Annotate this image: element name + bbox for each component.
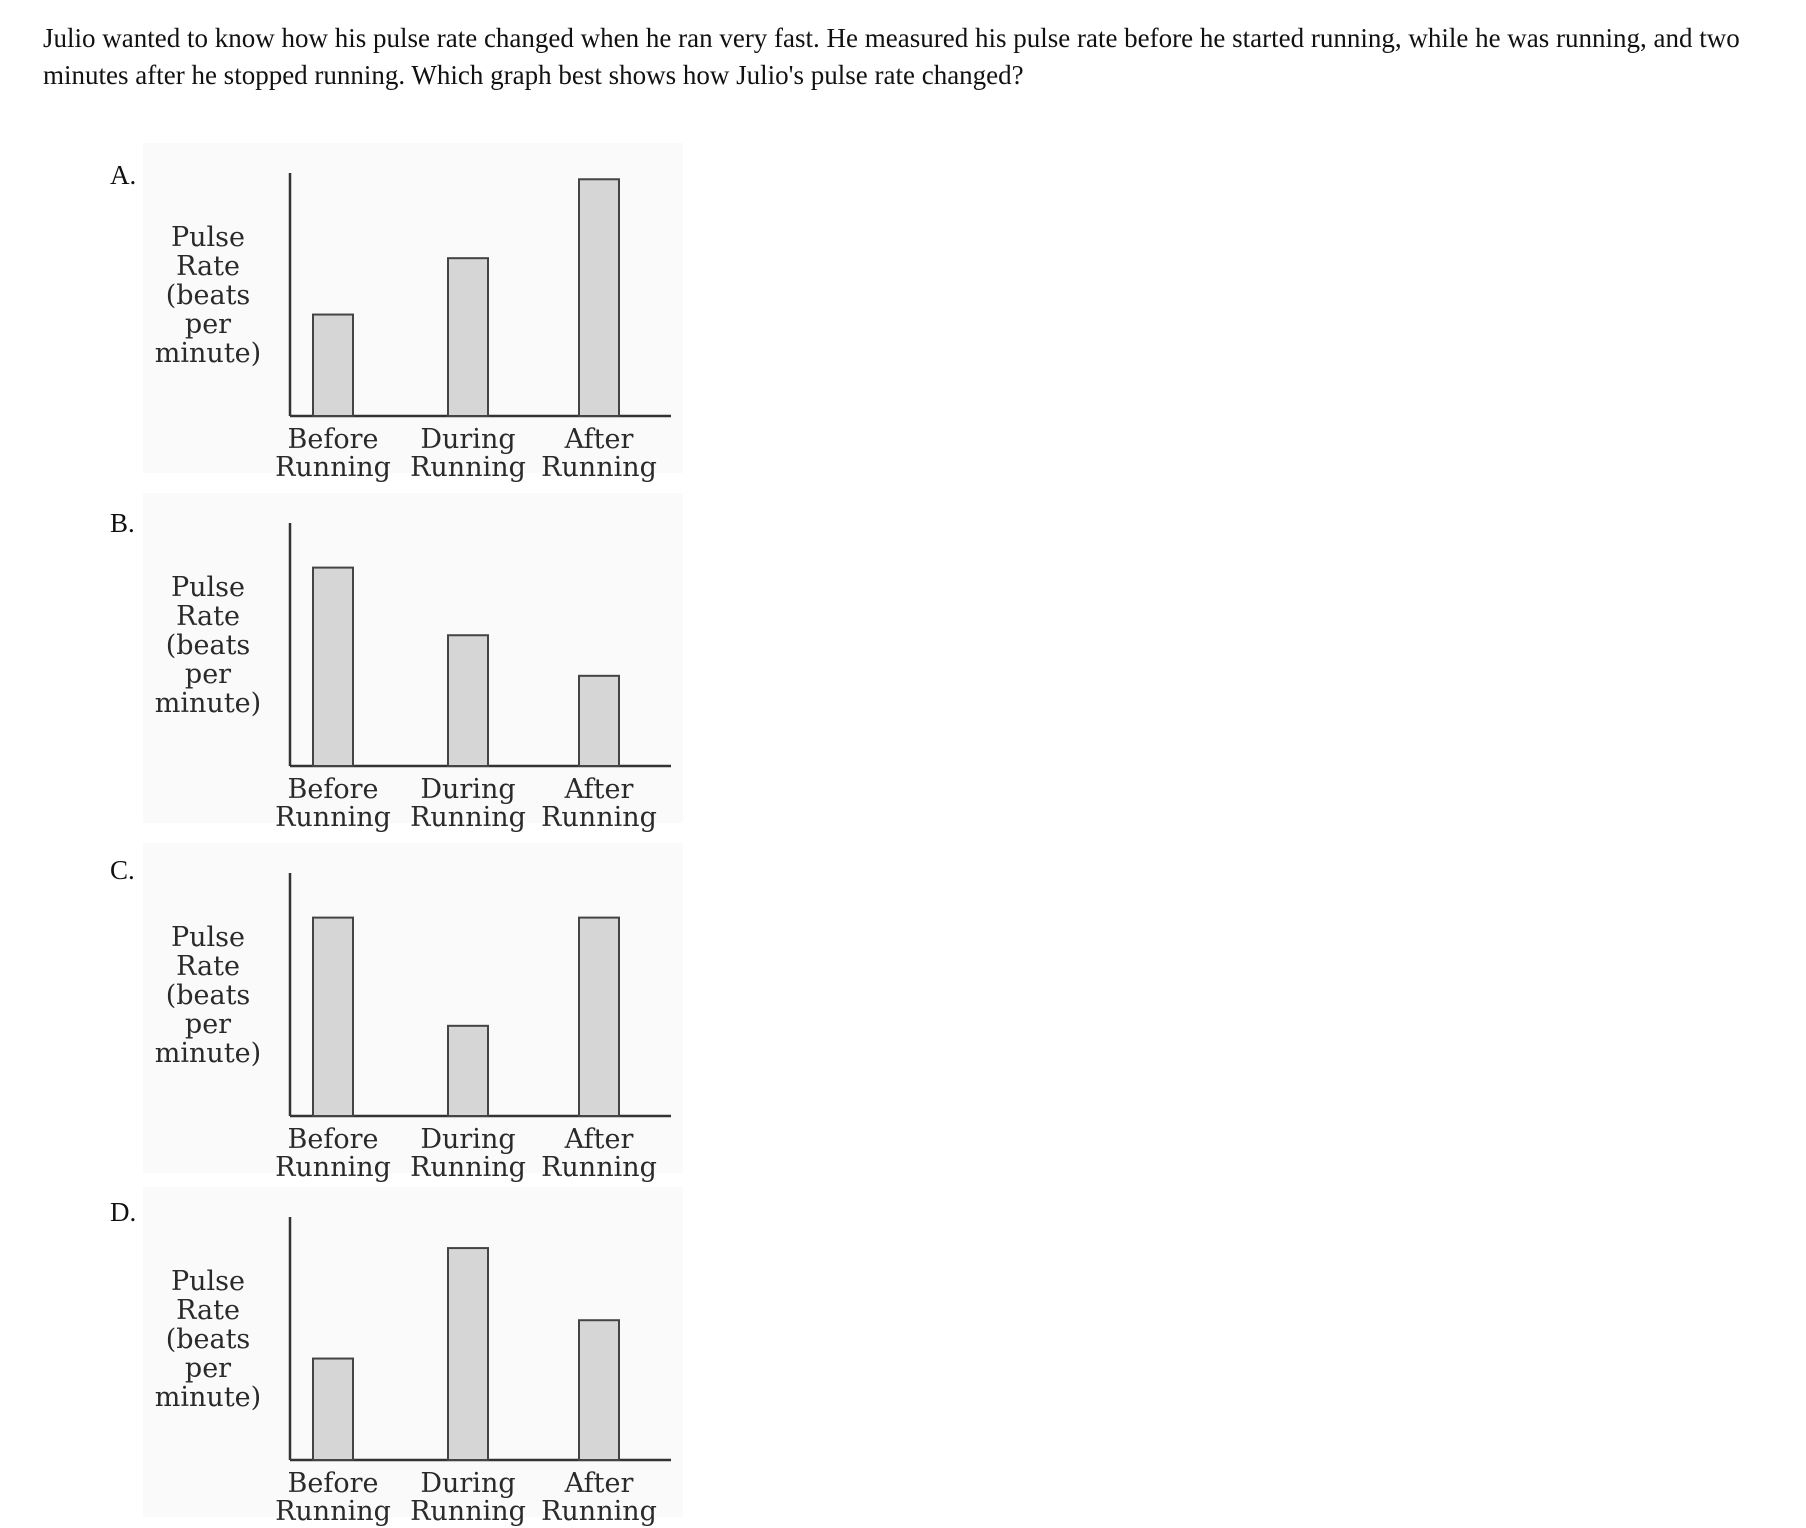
y-axis-label-line: Pulse (170, 1266, 246, 1297)
bar (578, 1319, 620, 1461)
bar (312, 916, 354, 1117)
y-axis-label-line: per (184, 1353, 232, 1384)
bar (578, 178, 620, 418)
x-tick-label: Before Running (263, 426, 403, 482)
x-tick-label: During Running (398, 1470, 538, 1526)
bar (447, 1247, 489, 1462)
x-tick-label-line: Running (275, 1152, 391, 1183)
x-tick-label: During Running (398, 426, 538, 482)
bar (578, 916, 620, 1117)
y-axis-label-line: per (184, 1009, 232, 1040)
x-tick-label-line: Before (287, 1468, 379, 1499)
x-tick-label-line: Running (541, 802, 657, 833)
x-tick-label-line: After (564, 774, 634, 805)
x-tick-label: After Running (529, 1126, 669, 1182)
x-tick-label-line: Before (287, 424, 379, 455)
x-tick-label-line: Running (410, 1152, 526, 1183)
y-axis-label-line: (beats (165, 630, 251, 661)
y-axis-label-line: minute) (154, 338, 262, 369)
y-axis-label-line: (beats (165, 280, 251, 311)
y-axis-label-line: Rate (176, 251, 240, 282)
x-tick-label-line: Running (541, 452, 657, 483)
bar-chart: Pulse Rate (beats per minute) Before Running Du… (143, 1187, 683, 1526)
bar-chart: Pulse Rate (beats per minute) Before Running Du… (143, 143, 683, 482)
x-tick-label-line: After (564, 1124, 634, 1155)
bar (447, 257, 489, 417)
y-axis-label-line: Pulse (170, 222, 246, 253)
x-tick-label-line: During (420, 424, 516, 455)
y-axis-label-line: Rate (176, 601, 240, 632)
y-axis-label-line: (beats (165, 1324, 251, 1355)
x-tick-label-line: After (564, 424, 634, 455)
x-tick-label: After Running (529, 776, 669, 832)
x-tick-label-line: Running (410, 1496, 526, 1527)
y-axis-label-line: per (184, 309, 232, 340)
x-tick-label-line: Running (410, 452, 526, 483)
x-tick-label: Before Running (263, 1470, 403, 1526)
y-axis-label-line: (beats (165, 980, 251, 1011)
y-axis-label-line: Rate (176, 1295, 240, 1326)
y-axis-label: Pulse Rate (beats per minute) (143, 573, 273, 718)
y-axis-label: Pulse Rate (beats per minute) (143, 1267, 273, 1412)
x-tick-label-line: Running (410, 802, 526, 833)
x-tick-label: After Running (529, 426, 669, 482)
y-axis-label: Pulse Rate (beats per minute) (143, 923, 273, 1068)
chart-plot (288, 873, 671, 1118)
x-tick-label-line: During (420, 1468, 516, 1499)
x-tick-label: During Running (398, 776, 538, 832)
x-tick-label-line: Before (287, 1124, 379, 1155)
option-letter: A. (110, 160, 137, 190)
x-tick-label-line: Running (275, 1496, 391, 1527)
x-tick-label-line: Running (275, 802, 391, 833)
x-tick-label-line: After (564, 1468, 634, 1499)
chart-plot (288, 1217, 671, 1462)
question-text: Julio wanted to know how his pulse rate … (43, 23, 1740, 90)
bar (312, 313, 354, 417)
bar-chart: Pulse Rate (beats per minute) Before Running Du… (143, 843, 683, 1182)
option-letter: B. (110, 508, 135, 538)
x-tick-label-line: During (420, 774, 516, 805)
y-axis-label-line: minute) (154, 688, 262, 719)
y-axis-label-line: per (184, 659, 232, 690)
y-axis-label-line: Rate (176, 951, 240, 982)
bar (447, 634, 489, 767)
x-tick-label: During Running (398, 1126, 538, 1182)
y-axis-label: Pulse Rate (beats per minute) (143, 223, 273, 368)
x-tick-label-line: During (420, 1124, 516, 1155)
bar (312, 566, 354, 767)
x-tick-label-line: Before (287, 774, 379, 805)
bar-chart: Pulse Rate (beats per minute) Before Running Du… (143, 493, 683, 832)
chart-plot (288, 173, 671, 418)
y-axis-label-line: Pulse (170, 572, 246, 603)
x-tick-label: Before Running (263, 776, 403, 832)
y-axis-label-line: Pulse (170, 922, 246, 953)
option-letter: D. (110, 1197, 137, 1227)
x-tick-label: After Running (529, 1470, 669, 1526)
bar (312, 1357, 354, 1461)
bar (447, 1024, 489, 1117)
y-axis-label-line: minute) (154, 1382, 262, 1413)
option-letter: C. (110, 855, 135, 885)
x-tick-label-line: Running (541, 1152, 657, 1183)
bar (578, 674, 620, 767)
x-tick-label-line: Running (275, 452, 391, 483)
chart-plot (288, 523, 671, 768)
x-tick-label: Before Running (263, 1126, 403, 1182)
y-axis-label-line: minute) (154, 1038, 262, 1069)
x-tick-label-line: Running (541, 1496, 657, 1527)
